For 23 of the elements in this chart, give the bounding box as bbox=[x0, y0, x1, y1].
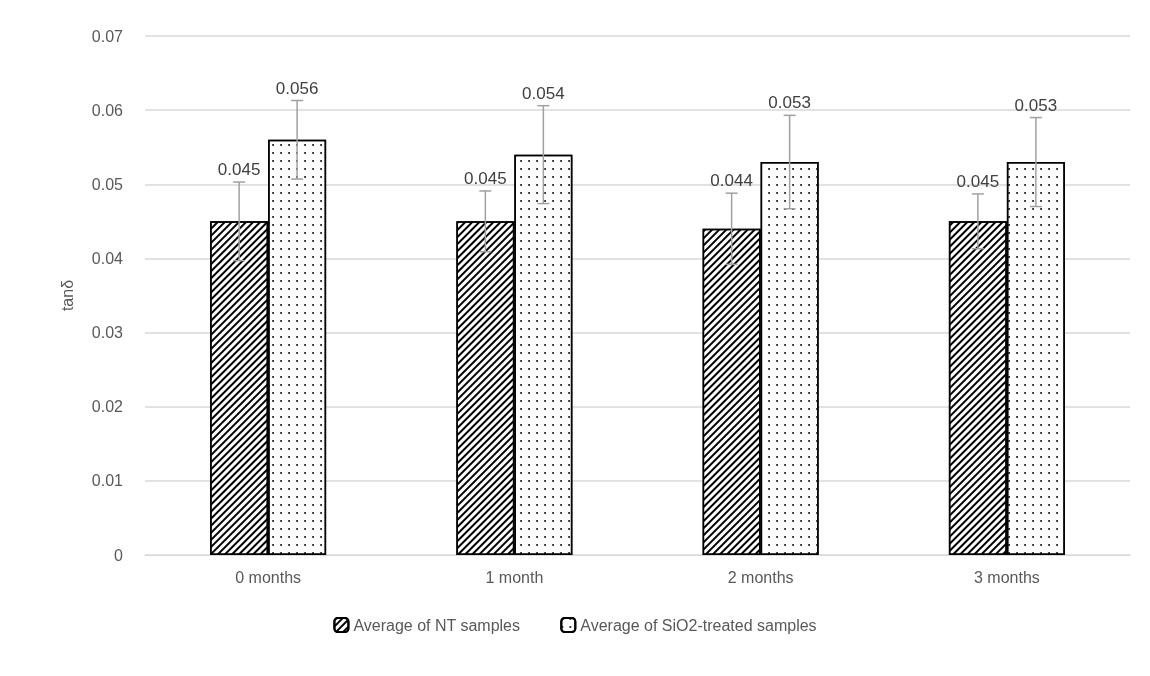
y-axis-title: tanδ bbox=[58, 279, 76, 312]
y-tick-label: 0 bbox=[114, 546, 124, 564]
y-tick-label: 0.01 bbox=[91, 472, 124, 490]
data-label: 0.053 bbox=[1014, 95, 1058, 115]
data-label: 0.053 bbox=[768, 93, 811, 113]
legend-label: Average of SiO2-treated samples bbox=[580, 616, 817, 634]
data-label: 0.045 bbox=[217, 160, 261, 180]
y-tick-label: 0.05 bbox=[91, 175, 124, 193]
y-tick-label: 0.03 bbox=[91, 324, 124, 342]
x-tick-label: 1 month bbox=[485, 568, 544, 586]
x-tick-label: 2 months bbox=[727, 568, 794, 586]
data-label: 0.056 bbox=[275, 78, 319, 98]
data-label: 0.045 bbox=[464, 168, 507, 188]
y-tick-label: 0.06 bbox=[91, 101, 124, 119]
y-tick-label: 0.07 bbox=[91, 27, 124, 45]
y-tick-label: 0.04 bbox=[91, 249, 124, 267]
x-tick-label: 0 months bbox=[235, 568, 302, 586]
data-label: 0.045 bbox=[956, 171, 1000, 191]
x-tick-label: 3 months bbox=[973, 568, 1040, 586]
y-tick-label: 0.02 bbox=[91, 398, 124, 416]
data-label: 0.054 bbox=[522, 83, 565, 103]
data-label: 0.044 bbox=[710, 171, 753, 191]
legend-label: Average of NT samples bbox=[353, 616, 521, 634]
